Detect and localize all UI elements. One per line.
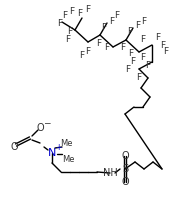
Text: F: F (126, 65, 131, 74)
Text: F: F (114, 12, 120, 21)
Text: F: F (146, 62, 151, 71)
Text: F: F (65, 35, 71, 44)
Text: S: S (122, 164, 128, 174)
Text: F: F (128, 48, 133, 58)
Text: F: F (163, 48, 169, 57)
Text: F: F (127, 28, 133, 37)
Text: −: − (43, 118, 51, 127)
Text: F: F (140, 53, 146, 62)
Text: F: F (120, 44, 126, 53)
Text: F: F (155, 34, 161, 42)
Text: O: O (10, 142, 18, 152)
Text: F: F (85, 48, 91, 57)
Text: O: O (121, 177, 129, 187)
Text: F: F (140, 35, 146, 44)
Text: F: F (160, 41, 165, 49)
Text: F: F (77, 9, 83, 18)
Text: F: F (62, 12, 68, 21)
Text: +: + (55, 143, 61, 152)
Text: F: F (136, 72, 142, 81)
Text: F: F (69, 7, 74, 16)
Text: F: F (130, 58, 136, 67)
Text: Me: Me (62, 154, 74, 164)
Text: F: F (101, 23, 107, 32)
Text: F: F (68, 28, 73, 37)
Text: F: F (135, 21, 141, 30)
Text: F: F (104, 44, 110, 53)
Text: O: O (121, 151, 129, 161)
Text: O: O (36, 123, 44, 133)
Text: F: F (96, 39, 102, 48)
Text: Me: Me (60, 138, 72, 148)
Text: N: N (48, 148, 56, 158)
Text: F: F (109, 16, 115, 25)
Text: F: F (85, 5, 91, 14)
Text: F: F (79, 51, 85, 60)
Text: F: F (141, 18, 146, 26)
Text: NH: NH (103, 168, 117, 178)
Text: F: F (57, 18, 62, 28)
